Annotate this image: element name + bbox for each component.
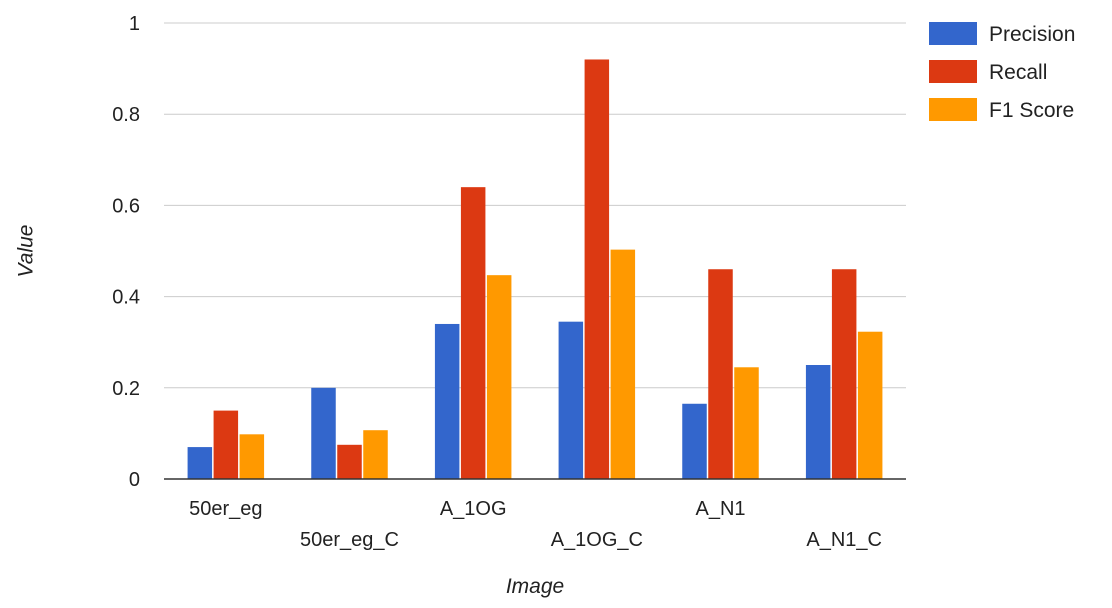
bar-recall-a_n1_c	[831, 269, 857, 479]
bar-f1-score-a_1og_c	[610, 249, 636, 479]
gridlines	[164, 22, 906, 389]
legend: Precision Recall F1 Score	[929, 22, 1075, 122]
y-tick-label: 0	[129, 469, 140, 491]
bar-recall-a_1og_c	[584, 59, 610, 479]
x-tick-label: A_1OG	[440, 498, 507, 520]
legend-swatch-recall	[929, 60, 977, 83]
legend-swatch-f1-score	[929, 98, 977, 121]
bar-recall-a_1og	[460, 187, 486, 479]
y-axis-title: Value	[15, 225, 38, 278]
bar-precision-50er_eg_c	[311, 387, 336, 479]
bar-recall-50er_eg	[213, 410, 239, 479]
bar-precision-a_1og	[434, 323, 460, 479]
y-axis-tick-labels: 0 0.2 0.4 0.6 0.8 1	[112, 13, 140, 491]
x-tick-label: 50er_eg_C	[300, 529, 399, 551]
bar-precision-a_1og_c	[558, 321, 584, 479]
x-tick-label: A_1OG_C	[551, 529, 643, 551]
y-tick-label: 0.4	[112, 287, 140, 309]
x-tick-label: A_N1	[695, 498, 745, 520]
legend-swatch-precision	[929, 22, 977, 45]
x-tick-label: 50er_eg	[189, 498, 262, 520]
bars	[187, 59, 883, 479]
bar-precision-a_n1_c	[805, 365, 831, 479]
x-tick-label: A_N1_C	[806, 529, 882, 551]
y-tick-label: 0.8	[112, 104, 140, 126]
legend-label: F1 Score	[989, 99, 1074, 122]
y-tick-label: 1	[129, 13, 140, 35]
bar-f1-score-50er_eg_c	[363, 430, 388, 479]
bar-f1-score-a_1og	[486, 275, 512, 479]
x-axis-title: Image	[506, 575, 564, 598]
y-tick-label: 0.2	[112, 378, 140, 400]
x-axis-tick-labels: 50er_eg 50er_eg_C A_1OG A_1OG_C A_N1 A_N1_C	[189, 498, 882, 551]
bar-recall-a_n1	[708, 269, 733, 479]
bar-recall-50er_eg_c	[337, 444, 362, 479]
bar-precision-50er_eg	[187, 447, 213, 479]
bar-f1-score-a_n1_c	[857, 331, 883, 479]
bar-f1-score-a_n1	[734, 367, 759, 479]
legend-label: Precision	[989, 23, 1075, 46]
bar-f1-score-50er_eg	[239, 434, 265, 479]
legend-label: Recall	[989, 61, 1047, 84]
bar-precision-a_n1	[682, 403, 707, 479]
y-tick-label: 0.6	[112, 195, 140, 217]
